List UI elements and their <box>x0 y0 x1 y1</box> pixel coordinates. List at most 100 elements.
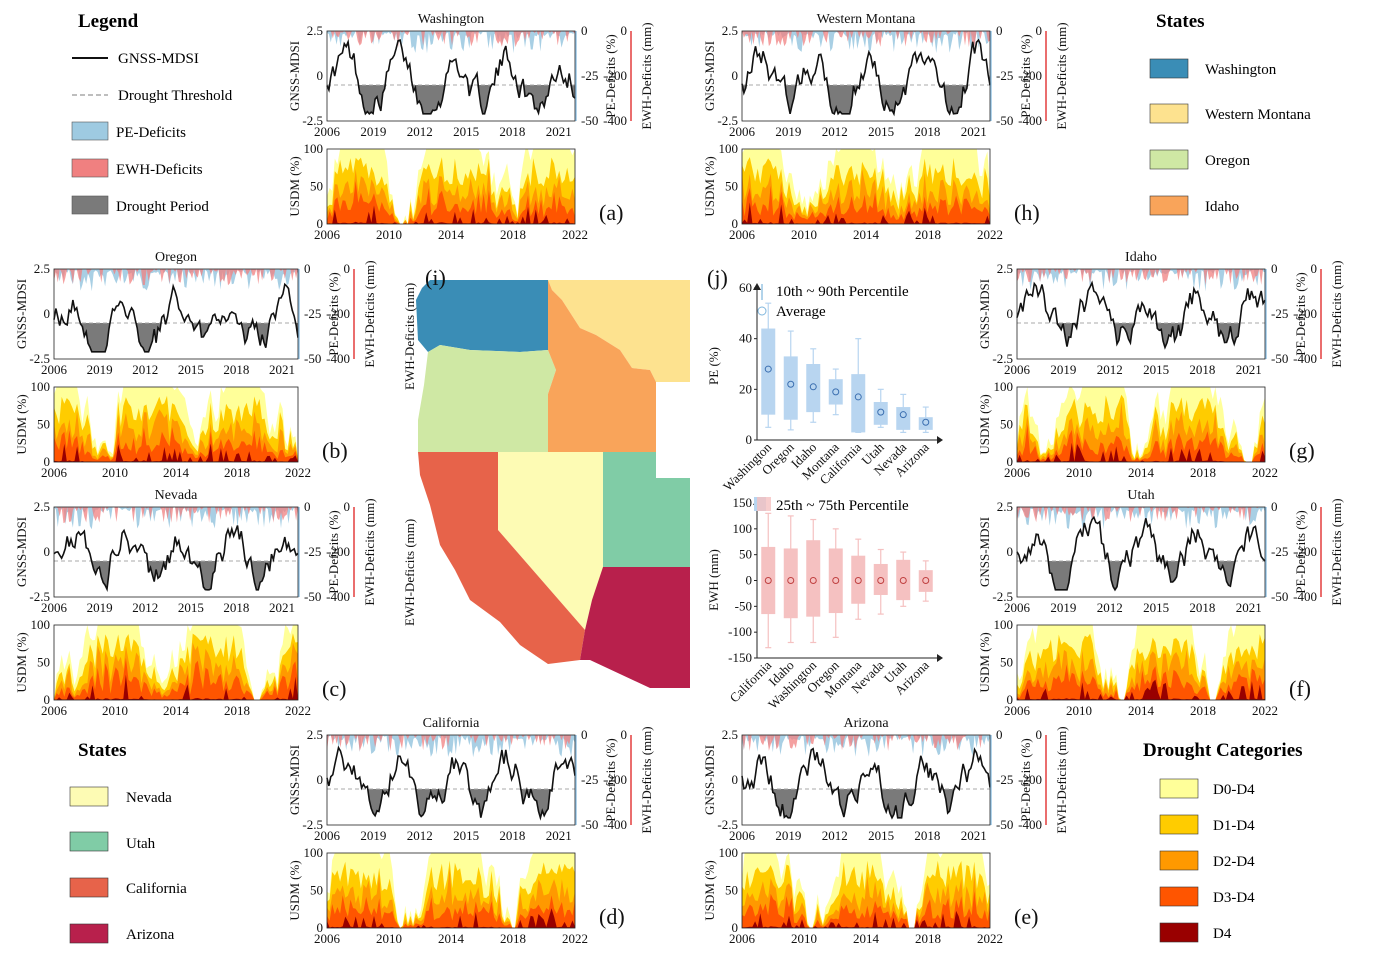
mdsi-xtick: 2018 <box>499 124 525 139</box>
usdm-xtick: 2010 <box>102 703 128 718</box>
ewh-ylabel: EWH-Deficits (mm) <box>1329 260 1344 367</box>
pe-deficits-area <box>1017 507 1265 530</box>
box-yaxis-arrow-0 <box>753 283 761 290</box>
mdsi-xtick: 2015 <box>1143 362 1169 377</box>
ewh-ytick: 0 <box>1036 727 1043 742</box>
ewh-ytick: 0 <box>1311 499 1318 514</box>
drought-swatch-d1 <box>1159 814 1199 835</box>
ewh-ytick: -200 <box>326 306 350 321</box>
usdm-layer-d3 <box>327 180 575 224</box>
mdsi-ytick: -2.5 <box>29 589 50 604</box>
usdm-layer-d3 <box>742 891 990 928</box>
gnss-mdsi-line <box>326 38 576 116</box>
gnss-mdsi-line <box>53 282 299 353</box>
ewh-ytick: 0 <box>621 23 628 38</box>
usdm-xtick: 2006 <box>1004 465 1031 480</box>
pe-deficits-area <box>54 507 298 530</box>
state-label-washington: Washington <box>1205 62 1277 78</box>
mdsi-xtick: 2006 <box>41 362 68 377</box>
state-label-utah: Utah <box>126 836 156 852</box>
usdm-xtick: 2014 <box>853 227 880 242</box>
panel-title: Idaho <box>1125 250 1157 265</box>
pe-deficits-area <box>1017 269 1265 292</box>
usdm-xtick: 2018 <box>224 703 250 718</box>
box-ytick: 100 <box>733 521 753 536</box>
ewh-deficits-area <box>327 31 575 48</box>
mdsi-ytick: 0 <box>732 772 739 787</box>
pe-ylabel: PE-Deficits (%) <box>326 272 341 355</box>
mdsi-xtick: 2012 <box>1097 600 1123 615</box>
box-mean-marker <box>922 418 930 426</box>
ewh-ytick: -200 <box>1018 772 1042 787</box>
ewh-ytick: -400 <box>603 817 627 832</box>
state-swatch-idaho <box>1149 195 1189 216</box>
usdm-ytick: 0 <box>732 216 739 231</box>
mdsi-ylabel: GNSS-MDSI <box>14 279 29 349</box>
box-mean-marker <box>809 577 817 584</box>
ewh-ytick: 0 <box>344 499 351 514</box>
usdm-xtick: 2022 <box>285 465 311 480</box>
usdm-ytick: 50 <box>725 179 738 194</box>
box-ytick: -50 <box>735 598 752 613</box>
usdm-ytick: 50 <box>37 417 50 432</box>
state-swatch-california <box>69 877 109 898</box>
ewh-ytick: 0 <box>1036 23 1043 38</box>
panel-title: Oregon <box>155 250 197 265</box>
mdsi-xtick: 2006 <box>729 124 756 139</box>
box-xaxis-arrow-1 <box>937 654 943 662</box>
box-legend-ewh-glyph <box>757 497 771 511</box>
mdsi-frame <box>53 268 299 360</box>
drought-label-d0: D0-D4 <box>1213 782 1255 798</box>
usdm-xtick: 2018 <box>1190 703 1216 718</box>
usdm-ytick: 100 <box>31 617 51 632</box>
ewh-ylabel: EWH-Deficits (mm) <box>1329 498 1344 605</box>
mdsi-xtick: 2019 <box>1050 362 1076 377</box>
mdsi-ytick: -2.5 <box>992 351 1013 366</box>
pe-ytick: -25 <box>304 306 321 321</box>
usdm-layer-d4 <box>1017 679 1265 700</box>
pe-ytick: -50 <box>1271 351 1288 366</box>
box-legend-mean-glyph <box>757 306 767 316</box>
mdsi-xtick: 2015 <box>1143 600 1169 615</box>
usdm-xtick: 2022 <box>1252 703 1278 718</box>
mdsi-xtick: 2015 <box>178 600 204 615</box>
pe-ytick: -50 <box>304 351 321 366</box>
mdsi-xtick: 2018 <box>223 600 249 615</box>
usdm-frame <box>326 148 576 225</box>
usdm-xtick: 2006 <box>314 931 341 946</box>
usdm-ylabel: USDM (%) <box>702 156 717 216</box>
mdsi-ylabel: GNSS-MDSI <box>702 745 717 815</box>
mdsi-xtick: 2018 <box>499 828 525 843</box>
legend-item-pe: PE-Deficits <box>116 125 186 141</box>
ewh-ytick: -200 <box>1018 68 1042 83</box>
state-label-oregon: Oregon <box>1205 153 1250 169</box>
usdm-frame <box>1016 386 1266 463</box>
mdsi-ytick: 2.5 <box>34 499 50 514</box>
box-mean-marker <box>809 383 817 391</box>
box-mean-marker <box>854 577 862 584</box>
mdsi-xtick: 2006 <box>1004 362 1031 377</box>
mdsi-xtick: 2019 <box>360 124 386 139</box>
usdm-xtick: 2022 <box>562 931 588 946</box>
mdsi-xtick: 2019 <box>775 828 801 843</box>
pe-ytick: -25 <box>1271 306 1288 321</box>
pe-ylabel: PE-Deficits (%) <box>1018 738 1033 821</box>
box-mean-marker <box>877 577 885 584</box>
mdsi-ytick: 0 <box>317 68 324 83</box>
mdsi-xtick: 2018 <box>914 124 940 139</box>
box-mean-marker <box>899 411 907 419</box>
usdm-frame <box>741 852 991 929</box>
usdm-ytick: 0 <box>732 920 739 935</box>
mdsi-xtick: 2021 <box>269 362 295 377</box>
mdsi-ytick: 0 <box>1007 544 1014 559</box>
mdsi-xtick: 2012 <box>407 828 433 843</box>
usdm-xtick: 2010 <box>376 931 402 946</box>
usdm-layer-d2 <box>327 166 575 224</box>
box-xaxis-arrow-0 <box>937 436 943 444</box>
usdm-layer-d3 <box>1017 664 1265 700</box>
box-iqr <box>806 540 821 617</box>
